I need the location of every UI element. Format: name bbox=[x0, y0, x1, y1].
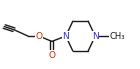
Text: N: N bbox=[92, 32, 99, 41]
Text: CH₃: CH₃ bbox=[110, 32, 125, 41]
Text: O: O bbox=[48, 51, 55, 60]
Text: N: N bbox=[62, 32, 69, 41]
Text: O: O bbox=[36, 32, 43, 41]
